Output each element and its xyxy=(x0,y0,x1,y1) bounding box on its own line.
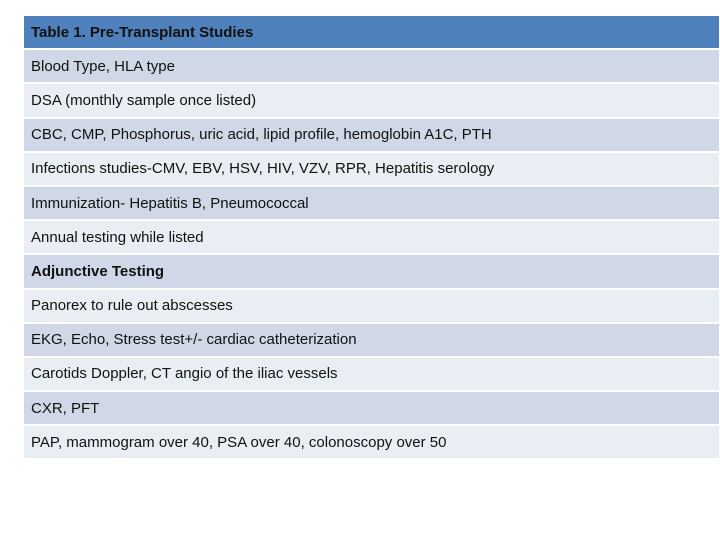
table-header: Table 1. Pre-Transplant Studies xyxy=(24,16,719,51)
table-row: CXR, PFT xyxy=(24,392,719,427)
table-row: Blood Type, HLA type xyxy=(24,50,719,85)
table-row: CBC, CMP, Phosphorus, uric acid, lipid p… xyxy=(24,118,719,153)
table-row: Annual testing while listed xyxy=(24,221,719,256)
table-row: PAP, mammogram over 40, PSA over 40, col… xyxy=(24,426,719,461)
table-section-heading: Adjunctive Testing xyxy=(24,255,719,290)
table-row: Panorex to rule out abscesses xyxy=(24,289,719,324)
table-row: Immunization- Hepatitis B, Pneumococcal xyxy=(24,186,719,222)
pre-transplant-studies-table: Table 1. Pre-Transplant Studies Blood Ty… xyxy=(24,16,719,461)
table-row: EKG, Echo, Stress test+/- cardiac cathet… xyxy=(24,323,719,358)
table-row: Carotids Doppler, CT angio of the iliac … xyxy=(24,357,719,393)
table-row: Infections studies-CMV, EBV, HSV, HIV, V… xyxy=(24,152,719,187)
table-row: DSA (monthly sample once listed) xyxy=(24,84,719,119)
